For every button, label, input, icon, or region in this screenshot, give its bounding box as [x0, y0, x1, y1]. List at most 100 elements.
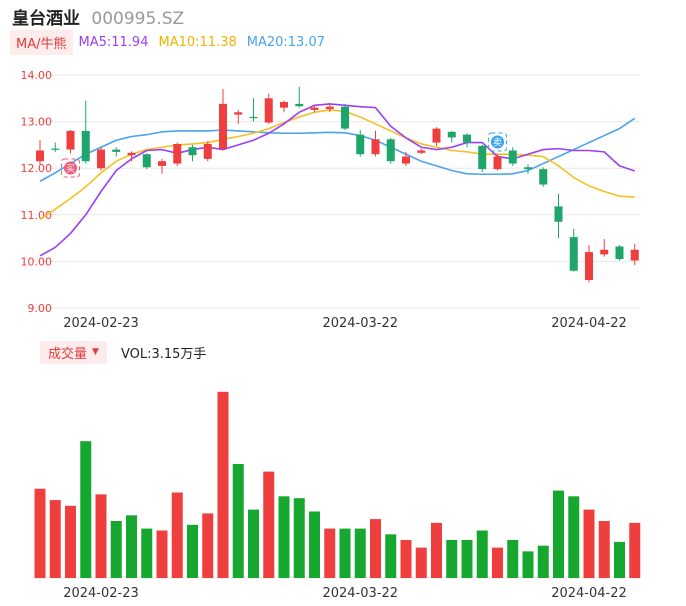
sell-marker-frame: [488, 132, 507, 152]
candle-body: [325, 106, 334, 110]
candle-body: [81, 130, 90, 162]
volume-bar: [171, 492, 183, 578]
sell-marker-label: 卖: [493, 138, 502, 149]
candle-body: [158, 161, 166, 166]
volume-bar: [217, 391, 229, 578]
candle-body: [188, 147, 197, 156]
volume-bar: [49, 500, 61, 578]
candle-body: [66, 130, 75, 150]
price-axis-label: 9.00: [28, 302, 53, 315]
volume-bar: [492, 547, 503, 578]
volume-date-label: 2024-03-22: [322, 586, 398, 601]
volume-bar: [187, 524, 198, 578]
volume-bar: [370, 519, 381, 578]
candle-body: [524, 167, 532, 170]
ma20-legend: MA20:13.07: [246, 34, 325, 50]
volume-bar: [110, 521, 122, 578]
volume-bar: [354, 528, 366, 578]
candle-body: [264, 98, 273, 123]
volume-bar: [583, 509, 595, 578]
stock-code: 000995.SZ: [91, 9, 185, 29]
volume-bar: [446, 540, 458, 578]
volume-bar: [309, 511, 320, 578]
volume-bar: [232, 464, 244, 578]
candle-body: [295, 103, 304, 107]
volume-bar: [614, 541, 625, 578]
candle-body: [51, 148, 60, 150]
price-axis-label: 12.00: [21, 162, 53, 175]
candle-body: [569, 237, 578, 271]
candle-body: [249, 116, 258, 119]
volume-bar: [263, 471, 275, 578]
volume-legend: 成交量 ▼ VOL:3.15万手: [40, 340, 206, 364]
candle-body: [508, 150, 517, 164]
volume-bar: [537, 545, 549, 578]
dropdown-arrow-icon: ▼: [92, 347, 99, 357]
candle-body: [554, 206, 563, 222]
candle-body: [280, 102, 288, 108]
candle-body: [173, 143, 182, 164]
volume-bar: [415, 547, 427, 578]
candle-body: [341, 106, 349, 129]
volume-bar: [141, 528, 153, 578]
volume-bar: [324, 528, 336, 578]
stock-name: 皇台酒业: [12, 9, 80, 29]
candle-body: [463, 134, 471, 143]
volume-bar: [476, 530, 488, 578]
candle-body: [219, 103, 227, 149]
sell-marker: [491, 135, 504, 149]
price-axis-label: 13.00: [21, 116, 53, 129]
candle-body: [432, 128, 441, 143]
candle-body: [402, 156, 410, 164]
volume-bar: [34, 488, 46, 578]
price-axis-label: 14.00: [21, 69, 53, 82]
volume-bar: [598, 521, 610, 578]
volume-bar: [278, 496, 290, 578]
candle-body: [356, 134, 365, 155]
candle-body: [615, 246, 624, 260]
candle-body: [493, 156, 502, 170]
volume-indicator-button[interactable]: 成交量 ▼: [40, 340, 107, 364]
buy-marker-label: 买: [66, 164, 75, 175]
buy-marker: [64, 161, 77, 175]
candle-body: [203, 143, 212, 159]
volume-bar: [522, 551, 534, 578]
candle-body: [600, 249, 609, 255]
ma10-line: [39, 109, 635, 221]
stock-title: 皇台酒业 000995.SZ: [12, 4, 184, 29]
volume-bar: [293, 498, 305, 578]
volume-bar: [339, 528, 351, 578]
candle-body: [127, 152, 136, 156]
ma-toggle-button[interactable]: MA/牛熊: [10, 29, 73, 55]
price-date-label: 2024-04-22: [551, 316, 627, 331]
candle-body: [417, 150, 426, 153]
candle-body: [539, 169, 548, 185]
candle-body: [36, 150, 44, 162]
volume-bar: [385, 534, 397, 578]
price-date-label: 2024-03-22: [322, 316, 398, 331]
ma10-legend: MA10:11.38: [158, 34, 237, 50]
candle-body: [371, 139, 380, 155]
volume-bar: [431, 522, 442, 578]
ma5-legend: MA5:11.94: [78, 34, 149, 50]
volume-bar: [568, 496, 580, 578]
volume-bar: [156, 530, 168, 578]
candle-body: [447, 131, 456, 138]
candle-body: [234, 112, 243, 115]
candle-body: [478, 145, 487, 170]
volume-bar: [95, 494, 107, 578]
candle-body: [97, 149, 105, 169]
volume-bar: [126, 515, 137, 578]
ma5-line: [39, 103, 636, 257]
volume-date-label: 2024-02-23: [63, 586, 139, 601]
ma20-line: [39, 117, 636, 182]
volume-bar: [400, 540, 412, 578]
volume-bar: [553, 490, 564, 578]
candle-body: [142, 154, 151, 168]
volume-bar: [65, 505, 76, 578]
candle-body: [112, 149, 121, 152]
volume-bar: [507, 540, 519, 578]
volume-date-label: 2024-04-22: [551, 586, 627, 601]
volume-bar: [461, 540, 473, 578]
